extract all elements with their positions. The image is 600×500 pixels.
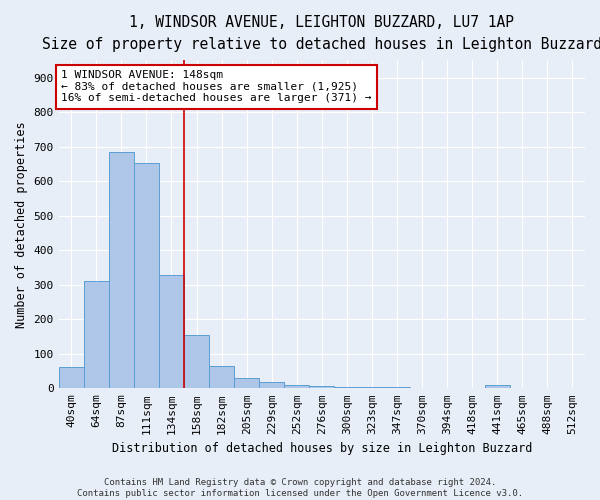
Bar bbox=[284, 385, 310, 388]
Y-axis label: Number of detached properties: Number of detached properties bbox=[15, 121, 28, 328]
Title: 1, WINDSOR AVENUE, LEIGHTON BUZZARD, LU7 1AP
Size of property relative to detach: 1, WINDSOR AVENUE, LEIGHTON BUZZARD, LU7… bbox=[42, 15, 600, 52]
Bar bbox=[234, 378, 259, 388]
Bar bbox=[109, 152, 134, 388]
X-axis label: Distribution of detached houses by size in Leighton Buzzard: Distribution of detached houses by size … bbox=[112, 442, 532, 455]
Bar bbox=[59, 366, 84, 388]
Bar bbox=[359, 387, 385, 388]
Bar bbox=[485, 385, 510, 388]
Bar bbox=[184, 336, 209, 388]
Bar bbox=[310, 386, 334, 388]
Bar bbox=[209, 366, 234, 388]
Bar bbox=[385, 386, 410, 388]
Text: 1 WINDSOR AVENUE: 148sqm
← 83% of detached houses are smaller (1,925)
16% of sem: 1 WINDSOR AVENUE: 148sqm ← 83% of detach… bbox=[61, 70, 372, 103]
Bar bbox=[259, 382, 284, 388]
Bar bbox=[334, 387, 359, 388]
Bar bbox=[84, 282, 109, 389]
Bar bbox=[134, 163, 159, 388]
Bar bbox=[159, 275, 184, 388]
Text: Contains HM Land Registry data © Crown copyright and database right 2024.
Contai: Contains HM Land Registry data © Crown c… bbox=[77, 478, 523, 498]
